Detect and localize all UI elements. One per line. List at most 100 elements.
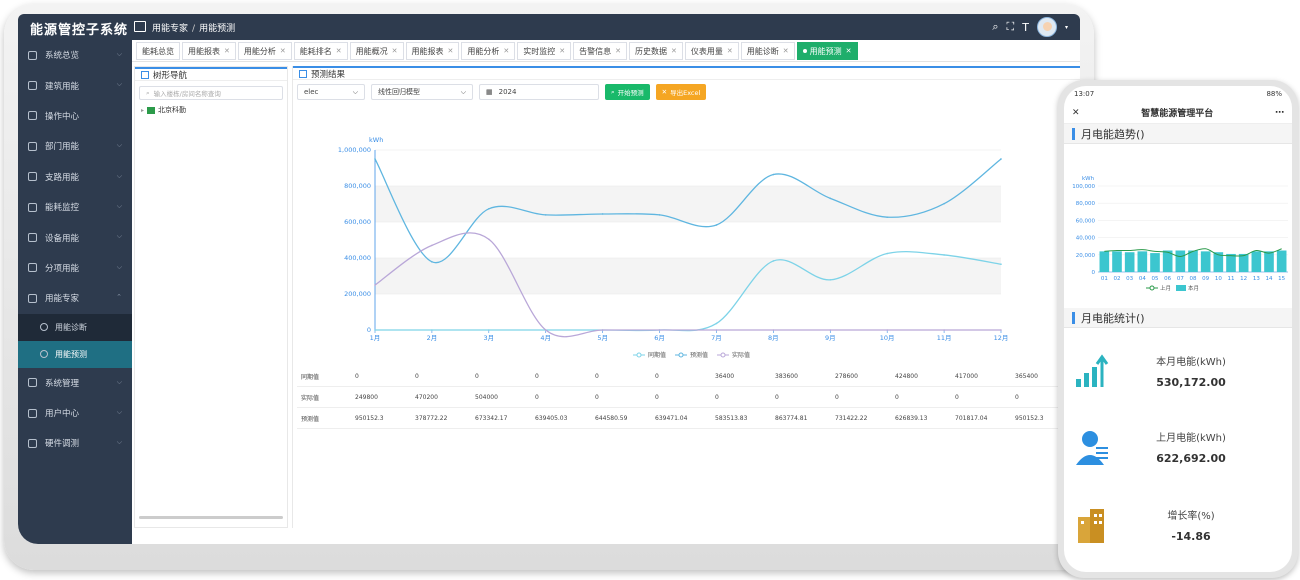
tab-label: 用能分析 bbox=[467, 46, 500, 56]
table-cell: 424800 bbox=[895, 372, 918, 380]
tab-alarm-info[interactable]: 告警信息 ✕ bbox=[573, 42, 627, 60]
tree-scrollbar[interactable] bbox=[139, 516, 283, 519]
search-icon[interactable]: ⌕ bbox=[992, 20, 999, 33]
font-size-icon[interactable]: T bbox=[1022, 20, 1029, 34]
expert-icon bbox=[28, 293, 37, 303]
tab-meter-usage[interactable]: 仪表用量 ✕ bbox=[684, 42, 739, 60]
chart-icon bbox=[299, 69, 307, 78]
table-cell: 0 bbox=[415, 372, 419, 380]
caret-right-icon[interactable]: ▸ bbox=[141, 106, 145, 114]
sidebar-item-expert[interactable]: 用能专家 ⌃ bbox=[18, 283, 132, 313]
data-point bbox=[374, 284, 376, 286]
sidebar-item-overview[interactable]: 系统总览 ⌵ bbox=[18, 40, 132, 70]
phone-frame: 13:07 88% ✕ 智慧能源管理平台 ⋯ 月电能趋势() 0 20,000 40… bbox=[1058, 80, 1298, 578]
sidebar-subitem-forecast[interactable]: 用能预测 bbox=[18, 340, 132, 368]
x-tick-label: 02 bbox=[1114, 276, 1121, 282]
x-tick-label: 10月 bbox=[880, 334, 895, 342]
data-point bbox=[715, 322, 718, 325]
model-select[interactable]: 线性回归模型 ⌵ bbox=[371, 84, 473, 100]
tab-energy-report-2[interactable]: 用能报表 ✕ bbox=[405, 42, 460, 60]
tab-realtime-monitor[interactable]: 实时监控 ✕ bbox=[517, 42, 572, 60]
sidebar-item-building[interactable]: 建筑用能 ⌵ bbox=[18, 70, 132, 100]
sidebar-item-operation[interactable]: 操作中心 bbox=[18, 101, 132, 131]
x-tick-label: 5月 bbox=[597, 334, 608, 342]
close-icon[interactable]: ✕ bbox=[279, 47, 286, 55]
menu-toggle-icon[interactable] bbox=[134, 21, 146, 32]
breadcrumb-item: 用能预测 bbox=[199, 24, 236, 34]
close-icon[interactable]: ✕ bbox=[1072, 107, 1080, 118]
table-cell: 639405.03 bbox=[535, 414, 568, 422]
table-row: 实际值 249800 470200 504000 0 0 0 0 0 0 0 0 0 bbox=[297, 387, 1080, 408]
tab-energy-overview[interactable]: 能耗总览 bbox=[136, 42, 180, 60]
avatar[interactable] bbox=[1036, 17, 1057, 37]
more-icon[interactable]: ⋯ bbox=[1275, 107, 1284, 118]
data-point bbox=[886, 216, 888, 218]
tab-energy-ranking[interactable]: 能耗排名 ✕ bbox=[293, 42, 348, 60]
close-icon[interactable]: ✕ bbox=[391, 47, 398, 55]
tab-energy-summary[interactable]: 用能概况 ✕ bbox=[349, 42, 404, 60]
chevron-down-icon: ⌵ bbox=[116, 141, 122, 150]
close-icon: ✕ bbox=[661, 88, 668, 96]
tree-search-input[interactable]: ⌕ 输入楼栋/房间名称查询 bbox=[139, 86, 283, 100]
close-icon[interactable]: ✕ bbox=[559, 47, 566, 55]
x-tick-label: 15 bbox=[1278, 276, 1285, 282]
bar bbox=[1200, 251, 1211, 272]
close-icon[interactable]: ✕ bbox=[615, 47, 621, 55]
tab-energy-report[interactable]: 用能报表 ✕ bbox=[182, 42, 236, 60]
bar bbox=[1264, 251, 1274, 272]
x-tick-label: 07 bbox=[1177, 276, 1184, 282]
person-icon bbox=[1076, 431, 1108, 465]
data-point bbox=[943, 329, 945, 331]
export-excel-button[interactable]: ✕ 导出Excel bbox=[655, 84, 707, 100]
energy-type-select[interactable]: elec ⌵ bbox=[297, 84, 365, 100]
phone-section-title: 月电能趋势() bbox=[1081, 127, 1145, 141]
close-icon[interactable]: ✕ bbox=[224, 47, 230, 55]
table-cell: 639471.04 bbox=[655, 414, 688, 422]
data-point bbox=[431, 244, 433, 247]
y-tick-label: 0 bbox=[367, 326, 371, 334]
year-picker[interactable]: ▦ 2024 bbox=[479, 84, 599, 100]
data-point bbox=[374, 329, 376, 331]
close-icon[interactable]: ✕ bbox=[726, 47, 733, 55]
table-cell: 0 bbox=[895, 393, 899, 401]
chevron-up-icon: ⌃ bbox=[116, 293, 122, 302]
x-tick-label: 4月 bbox=[540, 334, 551, 342]
fullscreen-icon[interactable]: ⛶ bbox=[1006, 20, 1015, 33]
close-icon[interactable]: ✕ bbox=[447, 47, 454, 55]
close-icon[interactable]: ✕ bbox=[335, 47, 342, 55]
tab-energy-diagnose[interactable]: 用能诊断 ✕ bbox=[740, 42, 795, 60]
x-tick-label: 3月 bbox=[483, 334, 494, 342]
close-icon[interactable]: ✕ bbox=[503, 47, 510, 55]
tab-label: 用能报表 bbox=[188, 46, 220, 56]
monitor-icon bbox=[28, 202, 37, 212]
phone-status-bar: 13:07 88% bbox=[1064, 86, 1292, 102]
search-icon: ⌕ bbox=[611, 87, 615, 96]
x-tick-label: 01 bbox=[1101, 276, 1108, 282]
close-icon[interactable]: ✕ bbox=[782, 47, 789, 55]
close-icon[interactable]: ✕ bbox=[671, 47, 677, 55]
sidebar-item-system[interactable]: 系统管理 ⌵ bbox=[18, 368, 132, 398]
x-tick-label: 12月 bbox=[994, 334, 1009, 342]
bar bbox=[1124, 252, 1135, 272]
phone-section-title: 月电能统计() bbox=[1081, 311, 1145, 325]
sidebar-item-branch[interactable]: 支路用能 ⌵ bbox=[18, 162, 132, 192]
sidebar-item-device[interactable]: 设备用能 ⌵ bbox=[18, 222, 132, 252]
sidebar-subitem-diagnose[interactable]: 用能诊断 bbox=[18, 313, 132, 341]
tree-node-root[interactable]: ▸ 北京科勤 bbox=[135, 105, 287, 115]
breadcrumb-item[interactable]: 用能专家 bbox=[152, 24, 189, 34]
tab-energy-forecast[interactable]: 用能预测 ✕ bbox=[796, 42, 858, 60]
sidebar-item-department[interactable]: 部门用能 ⌵ bbox=[18, 131, 132, 161]
sidebar-item-hardware[interactable]: 硬件调测 ⌵ bbox=[18, 428, 132, 458]
sidebar-item-monitor[interactable]: 能耗监控 ⌵ bbox=[18, 192, 132, 222]
y-tick-label: 600,000 bbox=[344, 218, 371, 226]
sidebar-item-user[interactable]: 用户中心 ⌵ bbox=[18, 398, 132, 428]
close-icon[interactable]: ✕ bbox=[845, 47, 852, 55]
tab-energy-analysis[interactable]: 用能分析 ✕ bbox=[237, 42, 292, 60]
x-tick-label: 1月 bbox=[370, 334, 381, 342]
sidebar-item-subitem[interactable]: 分项用能 ⌵ bbox=[18, 253, 132, 283]
start-forecast-button[interactable]: ⌕ 开始预测 bbox=[605, 84, 650, 100]
chevron-down-icon[interactable]: ▾ bbox=[1064, 23, 1068, 31]
sidebar-subitem-label: 用能诊断 bbox=[55, 322, 87, 332]
tab-energy-analysis-2[interactable]: 用能分析 ✕ bbox=[461, 42, 516, 60]
tab-history-data[interactable]: 历史数据 ✕ bbox=[629, 42, 683, 60]
